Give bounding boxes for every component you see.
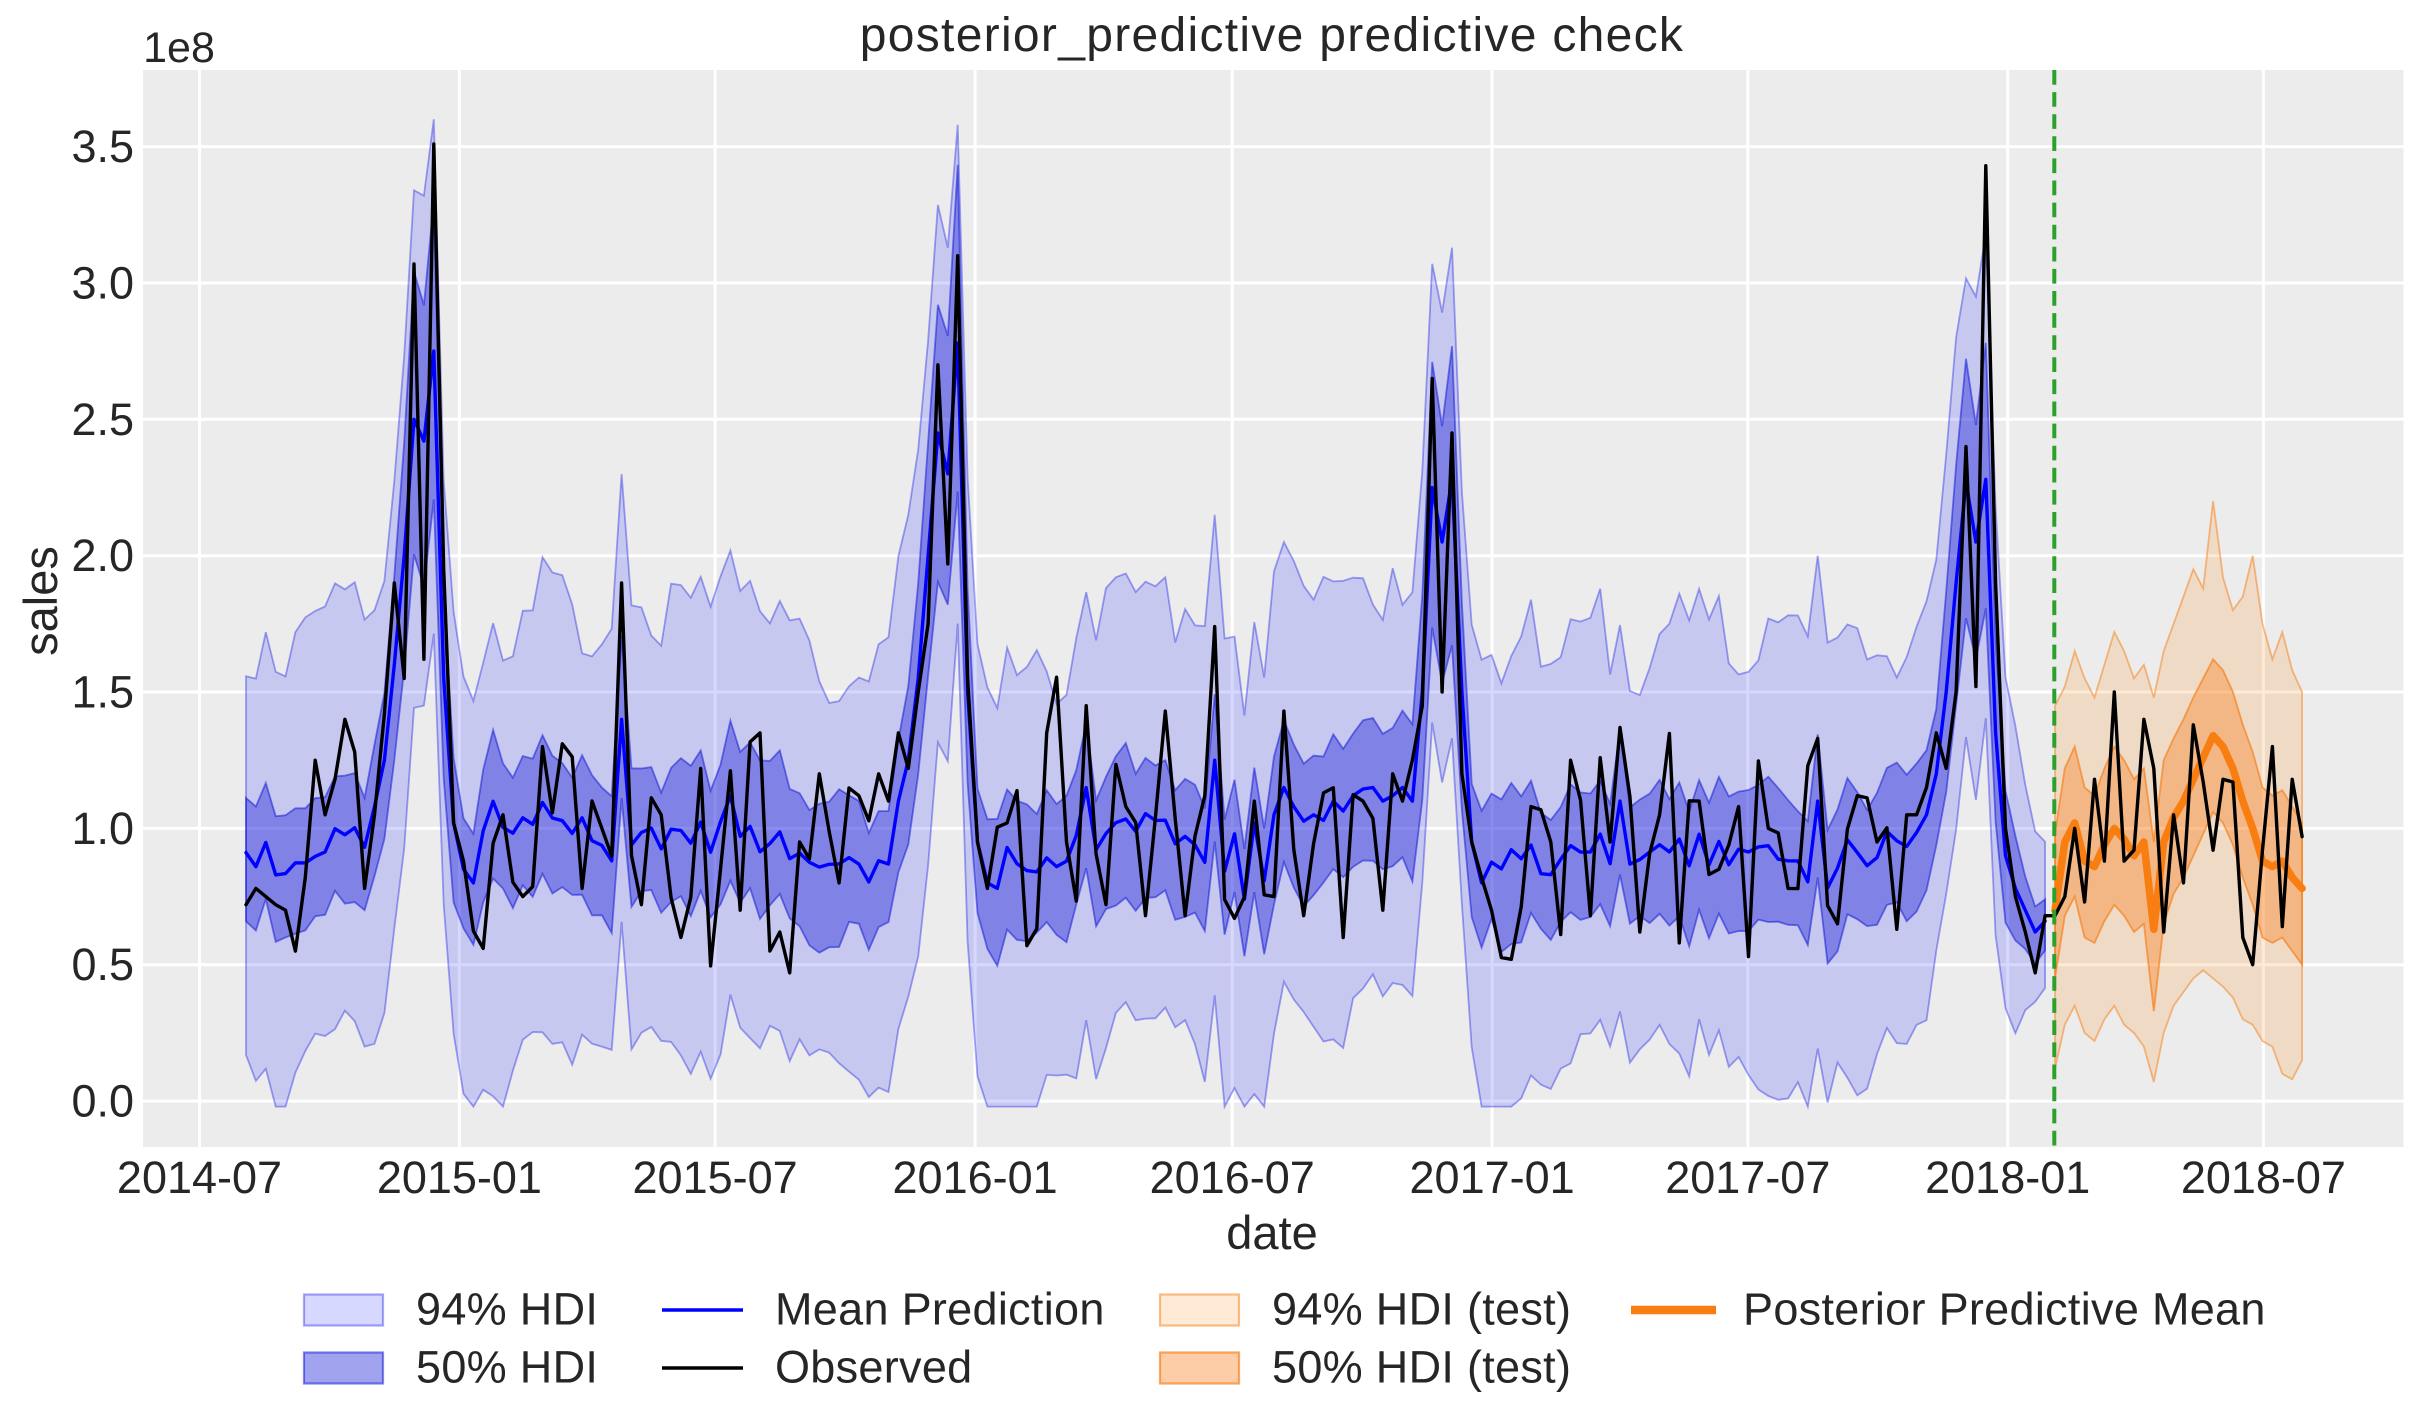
svg-text:2017-01: 2017-01: [1410, 1152, 1575, 1203]
svg-text:2018-01: 2018-01: [1925, 1152, 2090, 1203]
svg-text:3.0: 3.0: [71, 258, 134, 309]
svg-text:2017-07: 2017-07: [1665, 1152, 1830, 1203]
svg-text:3.5: 3.5: [71, 121, 134, 172]
svg-text:50% HDI (test): 50% HDI (test): [1272, 1342, 1571, 1393]
svg-text:50% HDI: 50% HDI: [416, 1342, 598, 1393]
svg-text:Mean Prediction: Mean Prediction: [775, 1284, 1105, 1335]
svg-text:Posterior Predictive Mean: Posterior Predictive Mean: [1743, 1284, 2266, 1335]
svg-text:2018-07: 2018-07: [2181, 1152, 2346, 1203]
svg-text:2015-07: 2015-07: [633, 1152, 798, 1203]
svg-text:posterior_predictive predictiv: posterior_predictive predictive check: [860, 9, 1684, 62]
svg-text:2016-07: 2016-07: [1150, 1152, 1315, 1203]
svg-text:94% HDI (test): 94% HDI (test): [1272, 1284, 1571, 1335]
svg-text:1e8: 1e8: [143, 24, 215, 72]
svg-text:2.5: 2.5: [71, 394, 134, 445]
svg-text:0.5: 0.5: [71, 939, 134, 990]
svg-text:2015-01: 2015-01: [377, 1152, 542, 1203]
svg-text:date: date: [1226, 1206, 1317, 1259]
svg-text:2016-01: 2016-01: [893, 1152, 1058, 1203]
svg-text:sales: sales: [14, 546, 67, 656]
svg-text:94% HDI: 94% HDI: [416, 1284, 598, 1335]
svg-text:2.0: 2.0: [71, 530, 134, 581]
svg-text:0.0: 0.0: [71, 1076, 134, 1127]
svg-text:1.0: 1.0: [71, 803, 134, 854]
svg-text:1.5: 1.5: [71, 667, 134, 718]
svg-text:Observed: Observed: [775, 1342, 973, 1393]
svg-text:2014-07: 2014-07: [117, 1152, 282, 1203]
